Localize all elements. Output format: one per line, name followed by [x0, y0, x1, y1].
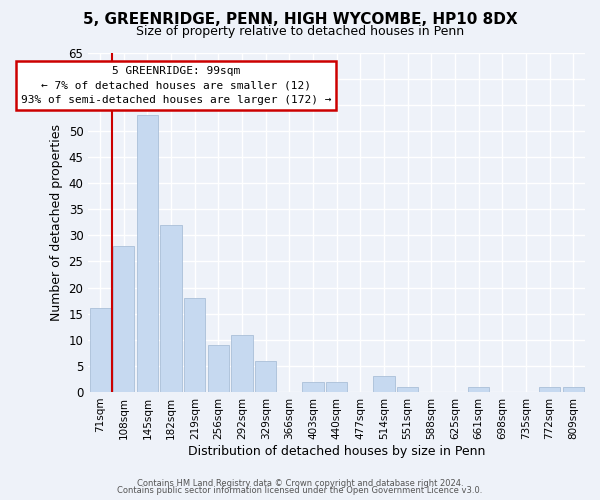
Text: 5 GREENRIDGE: 99sqm
← 7% of detached houses are smaller (12)
93% of semi-detache: 5 GREENRIDGE: 99sqm ← 7% of detached hou… [20, 66, 331, 105]
Bar [373, 376, 395, 392]
Text: 5, GREENRIDGE, PENN, HIGH WYCOMBE, HP10 8DX: 5, GREENRIDGE, PENN, HIGH WYCOMBE, HP10 … [83, 12, 517, 28]
Bar [255, 360, 277, 392]
Bar [539, 386, 560, 392]
Bar [468, 386, 489, 392]
Bar [113, 246, 134, 392]
Bar [232, 334, 253, 392]
Bar [397, 386, 418, 392]
Bar [89, 308, 111, 392]
Y-axis label: Number of detached properties: Number of detached properties [50, 124, 63, 320]
Bar [184, 298, 205, 392]
Bar [160, 225, 182, 392]
Text: Size of property relative to detached houses in Penn: Size of property relative to detached ho… [136, 25, 464, 38]
X-axis label: Distribution of detached houses by size in Penn: Distribution of detached houses by size … [188, 444, 485, 458]
Text: Contains HM Land Registry data © Crown copyright and database right 2024.: Contains HM Land Registry data © Crown c… [137, 478, 463, 488]
Text: Contains public sector information licensed under the Open Government Licence v3: Contains public sector information licen… [118, 486, 482, 495]
Bar [208, 345, 229, 392]
Bar [137, 115, 158, 392]
Bar [563, 386, 584, 392]
Bar [326, 382, 347, 392]
Bar [302, 382, 323, 392]
